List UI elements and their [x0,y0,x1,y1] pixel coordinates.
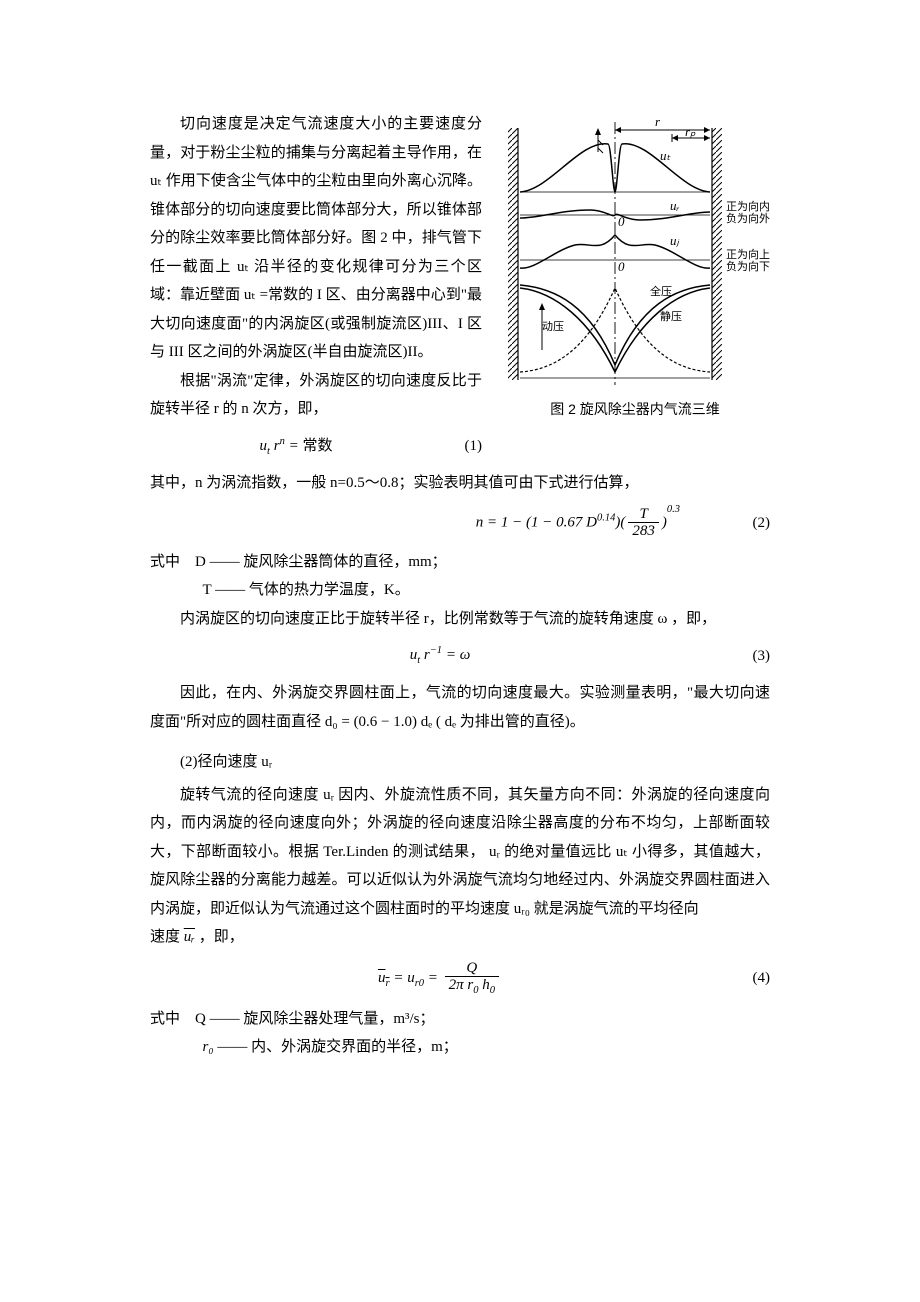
def-D: 式中 D —— 旋风除尘器筒体的直径，mm； [150,548,770,577]
label-r2a: 正为向上 [726,247,770,261]
label-rp: rₚ [685,124,696,139]
equation-1: ut rn = 常数 (1) [150,432,482,462]
eq2-den: 283 [628,523,659,540]
label-r1a: 正为向内 [726,199,770,213]
eq4-num: Q [445,960,499,978]
eq3-number: (3) [730,642,770,671]
label-r1b: 负为向外 [726,211,770,225]
eq2-dexp: 0.14 [597,512,615,523]
label-zero2: 0 [618,259,625,274]
label-r: r [655,114,661,129]
eq2-number: (2) [730,509,770,538]
label-uj: uⱼ [670,233,680,248]
label-dongya: 动压 [542,320,564,333]
paragraph-6b: 速度 uᵣ ，即， [150,923,770,952]
paragraph-5: 因此，在内、外涡旋交界圆柱面上，气流的切向速度最大。实验测量表明，"最大切向速度… [150,679,770,736]
eq1-number: (1) [442,432,482,461]
eq2-num: T [628,506,659,524]
eq2-close: ) [662,514,667,530]
def-T: T —— 气体的热力学温度，K。 [150,576,770,605]
ur-bar: uᵣ [184,929,195,945]
def-Q: 式中 Q —— 旋风除尘器处理气量，m³/s； [150,1005,770,1034]
equation-3: ut r−1 = ω (3) [150,641,770,671]
paragraph-6a: 旋转气流的径向速度 uᵣ 因内、外旋流性质不同，其矢量方向不同：外涡旋的径向速度… [150,781,770,924]
heading-2-text: (2)径向速度 uᵣ [180,754,272,770]
label-r2b: 负为向下 [726,259,770,273]
para6b-post: ，即， [199,929,244,945]
eq2-exp: 0.3 [667,504,680,515]
label-jingya: 静压 [660,309,682,323]
def-r0-sym: r₀ [203,1039,214,1055]
eq2-prefix: n = 1 − (1 − 0.67 D [476,514,597,530]
eq4-number: (4) [730,964,770,993]
figure-2-container: r rₚ uₜ uᵣ 0 正为向内 负为向外 uⱼ [500,110,770,423]
heading-radial-velocity: (2)径向速度 uᵣ [150,748,770,777]
eq2-mid: )( [615,514,625,530]
paragraph-3: 其中，n 为涡流指数，一般 n=0.5～0.8；实验表明其值可由下式进行估算， [150,469,770,498]
para6b-pre: 速度 [150,929,180,945]
paragraph-4: 内涡旋区的切向速度正比于旋转半径 r，比例常数等于气流的旋转角速度 ω ，即， [150,605,770,634]
figure-2-diagram: r rₚ uₜ uᵣ 0 正为向内 负为向外 uⱼ [500,110,770,390]
label-ut: uₜ [660,148,672,163]
label-ur: uᵣ [670,198,680,213]
label-zero1: 0 [618,214,625,229]
equation-2: n = 1 − (1 − 0.67 D0.14)(T283)0.3 (2) [150,506,770,540]
def-r0-txt: —— 内、外涡旋交界面的半径，m； [217,1039,457,1055]
def-r0: r₀ —— 内、外涡旋交界面的半径，m； [150,1033,770,1062]
label-quanya: 全压 [650,284,672,298]
equation-4: ur = ur0 = Q 2π r0 h0 (4) [150,960,770,997]
eq4-den-pre: 2π [449,977,468,993]
figure-2-caption: 图 2 旋风除尘器内气流三维 [500,396,770,423]
